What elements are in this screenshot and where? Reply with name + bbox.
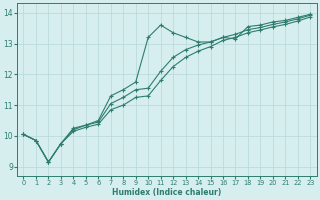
X-axis label: Humidex (Indice chaleur): Humidex (Indice chaleur)	[112, 188, 221, 197]
